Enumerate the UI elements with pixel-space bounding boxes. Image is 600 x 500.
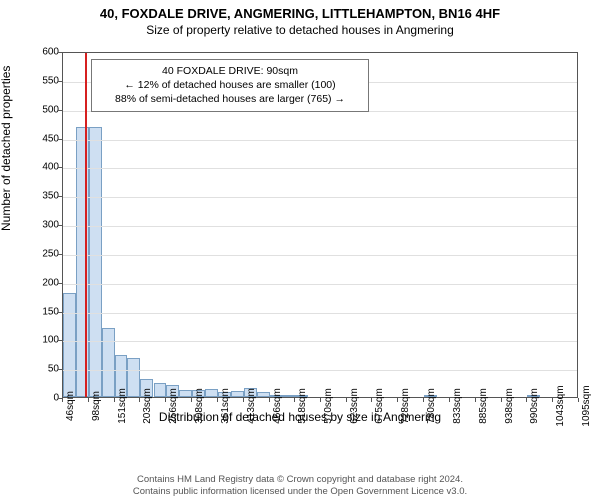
footer-line2: Contains public information licensed und…: [0, 486, 600, 498]
y-axis-label: Number of detached properties: [0, 66, 13, 231]
x-tick-mark: [217, 398, 218, 402]
y-tick-mark: [58, 340, 62, 341]
x-tick-mark: [423, 398, 424, 402]
x-tick-label: 623sqm: [349, 388, 360, 424]
x-tick-label: 938sqm: [504, 388, 515, 424]
y-tick-mark: [58, 139, 62, 140]
x-tick-label: 833sqm: [452, 388, 463, 424]
histogram-bar: [102, 328, 115, 397]
x-tick-mark: [346, 398, 347, 402]
y-tick-mark: [58, 283, 62, 284]
x-tick-mark: [526, 398, 527, 402]
annotation-line1: 40 FOXDALE DRIVE: 90sqm: [98, 64, 362, 78]
reference-line: [85, 53, 87, 397]
chart-container: Number of detached properties 40 FOXDALE…: [0, 44, 600, 444]
gridline: [63, 197, 577, 198]
footer-line1: Contains HM Land Registry data © Crown c…: [0, 474, 600, 486]
x-tick-mark: [449, 398, 450, 402]
histogram-bar: [282, 395, 295, 397]
x-tick-mark: [475, 398, 476, 402]
x-tick-mark: [552, 398, 553, 402]
gridline: [63, 341, 577, 342]
annotation-line2: ← 12% of detached houses are smaller (10…: [98, 78, 362, 92]
x-tick-mark: [320, 398, 321, 402]
gridline: [63, 140, 577, 141]
x-tick-label: 518sqm: [297, 388, 308, 424]
y-tick-mark: [58, 167, 62, 168]
histogram-bar: [127, 358, 140, 397]
x-tick-label: 885sqm: [478, 388, 489, 424]
x-tick-mark: [269, 398, 270, 402]
histogram-bar: [257, 392, 270, 397]
histogram-bar: [63, 293, 76, 397]
y-tick-label: 150: [29, 306, 59, 317]
y-tick-label: 200: [29, 277, 59, 288]
x-tick-label: 1095sqm: [581, 385, 592, 426]
y-tick-mark: [58, 369, 62, 370]
x-tick-label: 780sqm: [426, 388, 437, 424]
y-tick-label: 400: [29, 162, 59, 173]
gridline: [63, 255, 577, 256]
y-tick-mark: [58, 196, 62, 197]
x-tick-mark: [165, 398, 166, 402]
histogram-bar: [231, 391, 244, 397]
x-tick-label: 308sqm: [194, 388, 205, 424]
x-tick-label: 46sqm: [65, 391, 76, 421]
y-tick-mark: [58, 225, 62, 226]
x-tick-mark: [397, 398, 398, 402]
y-tick-label: 550: [29, 75, 59, 86]
y-tick-mark: [58, 312, 62, 313]
histogram-bar: [154, 383, 167, 397]
x-tick-mark: [578, 398, 579, 402]
y-tick-label: 300: [29, 220, 59, 231]
x-tick-label: 361sqm: [220, 388, 231, 424]
y-tick-mark: [58, 110, 62, 111]
x-tick-label: 413sqm: [246, 388, 257, 424]
annotation-line3: 88% of semi-detached houses are larger (…: [98, 92, 362, 106]
x-tick-label: 256sqm: [168, 388, 179, 424]
x-tick-label: 675sqm: [374, 388, 385, 424]
plot-area: 40 FOXDALE DRIVE: 90sqm ← 12% of detache…: [62, 52, 578, 398]
x-tick-label: 151sqm: [117, 388, 128, 424]
x-tick-mark: [114, 398, 115, 402]
gridline: [63, 284, 577, 285]
gridline: [63, 370, 577, 371]
x-tick-mark: [294, 398, 295, 402]
y-tick-label: 250: [29, 248, 59, 259]
x-tick-label: 728sqm: [400, 388, 411, 424]
gridline: [63, 168, 577, 169]
y-tick-label: 500: [29, 104, 59, 115]
annotation-box: 40 FOXDALE DRIVE: 90sqm ← 12% of detache…: [91, 59, 369, 112]
histogram-bar: [205, 389, 218, 397]
x-tick-label: 203sqm: [142, 388, 153, 424]
y-tick-label: 0: [29, 393, 59, 404]
y-tick-mark: [58, 254, 62, 255]
y-tick-label: 350: [29, 191, 59, 202]
y-tick-label: 50: [29, 364, 59, 375]
page-subtitle: Size of property relative to detached ho…: [0, 21, 600, 37]
x-tick-mark: [371, 398, 372, 402]
x-tick-mark: [243, 398, 244, 402]
gridline: [63, 226, 577, 227]
x-tick-mark: [62, 398, 63, 402]
x-tick-label: 466sqm: [272, 388, 283, 424]
y-tick-label: 100: [29, 335, 59, 346]
x-tick-label: 570sqm: [323, 388, 334, 424]
gridline: [63, 313, 577, 314]
x-tick-mark: [88, 398, 89, 402]
footer-text: Contains HM Land Registry data © Crown c…: [0, 474, 600, 498]
x-tick-mark: [191, 398, 192, 402]
x-tick-mark: [501, 398, 502, 402]
y-tick-label: 600: [29, 47, 59, 58]
y-tick-mark: [58, 81, 62, 82]
page-title: 40, FOXDALE DRIVE, ANGMERING, LITTLEHAMP…: [0, 0, 600, 21]
x-tick-label: 990sqm: [529, 388, 540, 424]
y-tick-mark: [58, 52, 62, 53]
x-tick-label: 98sqm: [91, 391, 102, 421]
histogram-bar: [179, 390, 192, 397]
x-tick-label: 1043sqm: [555, 385, 566, 426]
y-tick-label: 450: [29, 133, 59, 144]
x-tick-mark: [139, 398, 140, 402]
